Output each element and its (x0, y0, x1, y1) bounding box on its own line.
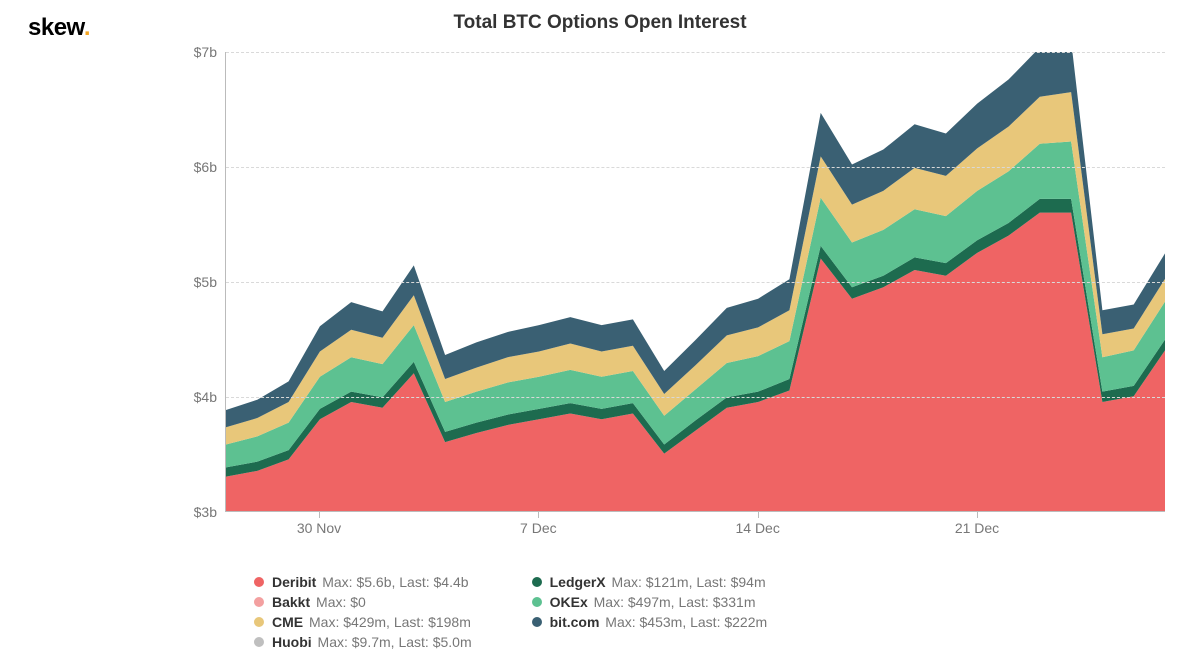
legend-item-huobi[interactable]: Huobi Max: $9.7m, Last: $5.0m (254, 634, 472, 650)
legend-text: OKEx Max: $497m, Last: $331m (550, 594, 756, 610)
grid-line (226, 52, 1165, 53)
legend: Deribit Max: $5.6b, Last: $4.4b Bakkt Max… (254, 574, 767, 650)
legend-text: Deribit Max: $5.6b, Last: $4.4b (272, 574, 469, 590)
legend-item-deribit[interactable]: Deribit Max: $5.6b, Last: $4.4b (254, 574, 472, 590)
x-axis-label: 21 Dec (955, 520, 999, 536)
legend-item-bitcom[interactable]: bit.com Max: $453m, Last: $222m (532, 614, 768, 630)
legend-item-okex[interactable]: OKEx Max: $497m, Last: $331m (532, 594, 768, 610)
x-axis-label: 7 Dec (520, 520, 557, 536)
grid-line (226, 397, 1165, 398)
legend-text: CME Max: $429m, Last: $198m (272, 614, 471, 630)
y-axis-label: $4b (194, 389, 217, 405)
legend-swatch (532, 577, 542, 587)
x-tick (319, 512, 320, 518)
legend-swatch (254, 597, 264, 607)
grid-line (226, 282, 1165, 283)
legend-swatch (254, 637, 264, 647)
x-tick (758, 512, 759, 518)
legend-column: Deribit Max: $5.6b, Last: $4.4b Bakkt Max… (254, 574, 472, 650)
legend-item-ledgerx[interactable]: LedgerX Max: $121m, Last: $94m (532, 574, 768, 590)
legend-text: Bakkt Max: $0 (272, 594, 366, 610)
chart-area: $3b$4b$5b$6b$7b30 Nov7 Dec14 Dec21 Dec (165, 52, 1165, 542)
y-axis-label: $3b (194, 504, 217, 520)
legend-swatch (532, 597, 542, 607)
x-axis-label: 14 Dec (735, 520, 779, 536)
grid-line (226, 167, 1165, 168)
legend-item-cme[interactable]: CME Max: $429m, Last: $198m (254, 614, 472, 630)
legend-swatch (254, 617, 264, 627)
chart-title: Total BTC Options Open Interest (0, 12, 1200, 34)
y-axis-label: $5b (194, 274, 217, 290)
legend-column: LedgerX Max: $121m, Last: $94m OKEx Max: … (532, 574, 768, 650)
x-axis-label: 30 Nov (297, 520, 341, 536)
legend-swatch (532, 617, 542, 627)
legend-text: bit.com Max: $453m, Last: $222m (550, 614, 768, 630)
legend-text: LedgerX Max: $121m, Last: $94m (550, 574, 766, 590)
x-tick (977, 512, 978, 518)
legend-swatch (254, 577, 264, 587)
plot-region (225, 52, 1165, 512)
x-tick (538, 512, 539, 518)
y-axis-label: $7b (194, 44, 217, 60)
legend-text: Huobi Max: $9.7m, Last: $5.0m (272, 634, 472, 650)
legend-item-bakkt[interactable]: Bakkt Max: $0 (254, 594, 472, 610)
y-axis-label: $6b (194, 159, 217, 175)
